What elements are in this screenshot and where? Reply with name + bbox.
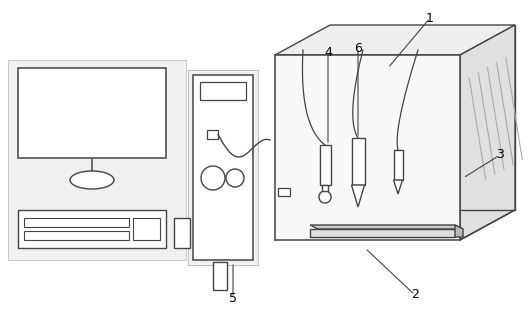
Polygon shape <box>322 185 329 191</box>
Circle shape <box>319 191 331 203</box>
Bar <box>278 188 290 196</box>
Polygon shape <box>351 185 364 207</box>
Text: 5: 5 <box>229 292 237 305</box>
Polygon shape <box>460 25 515 240</box>
Text: 1: 1 <box>426 12 434 25</box>
Text: 2: 2 <box>411 289 419 301</box>
Polygon shape <box>455 225 463 237</box>
Circle shape <box>201 166 225 190</box>
Text: 6: 6 <box>354 42 362 54</box>
Bar <box>394 150 403 180</box>
Text: 3: 3 <box>496 148 504 162</box>
Bar <box>24 231 129 240</box>
Polygon shape <box>275 25 515 55</box>
Ellipse shape <box>70 171 114 189</box>
Bar <box>275 55 460 240</box>
Bar <box>200 82 246 100</box>
Bar <box>193 75 253 260</box>
Bar <box>24 218 129 227</box>
Bar <box>18 68 166 158</box>
Text: 4: 4 <box>324 45 332 59</box>
Bar <box>351 138 364 185</box>
Polygon shape <box>394 180 403 194</box>
Bar <box>188 70 258 265</box>
Bar <box>18 210 166 248</box>
Bar <box>8 60 186 260</box>
Polygon shape <box>310 225 463 229</box>
Bar <box>174 218 190 248</box>
Bar <box>207 130 218 139</box>
Bar <box>213 262 227 290</box>
Circle shape <box>226 169 244 187</box>
Bar <box>133 218 160 240</box>
Bar <box>310 229 455 237</box>
Bar <box>320 145 331 185</box>
